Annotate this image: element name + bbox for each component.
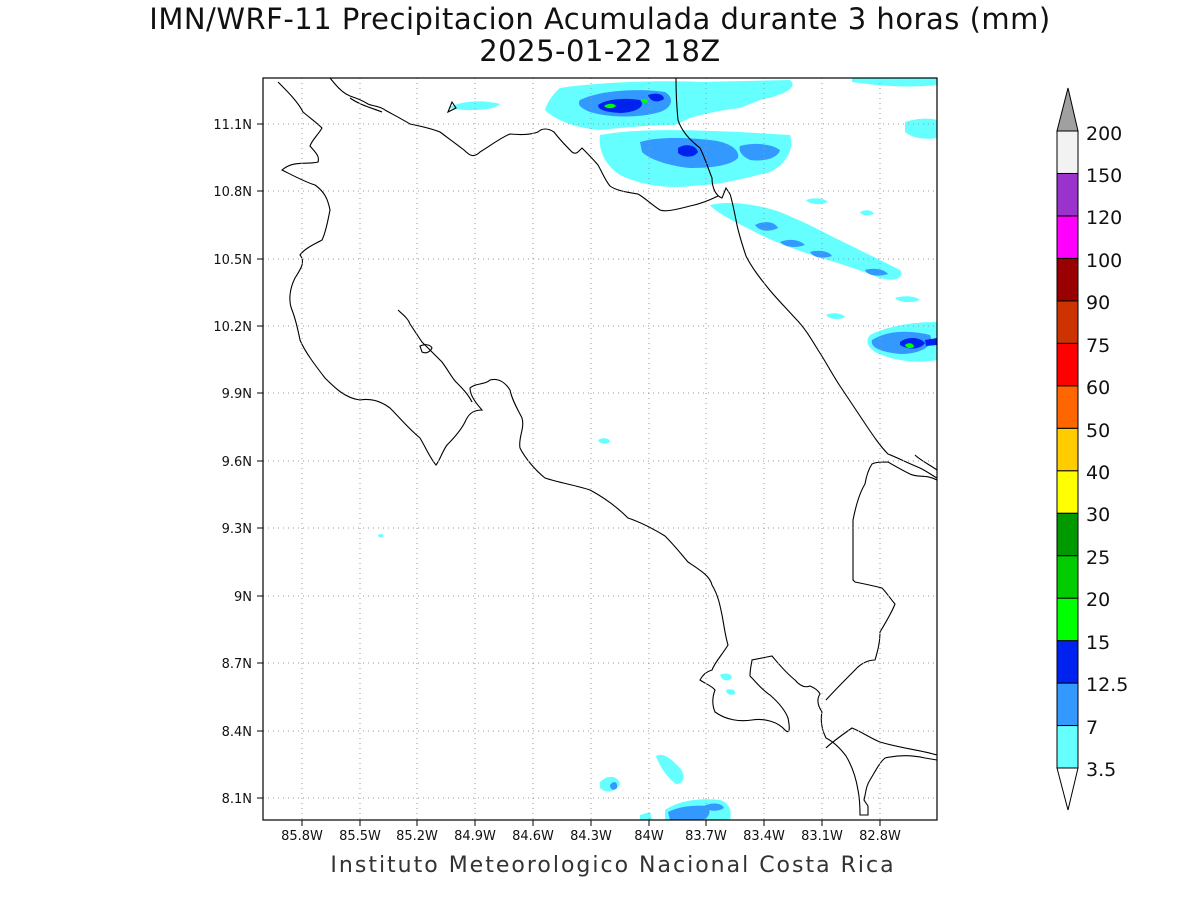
colorbar-top-arrow bbox=[1056, 87, 1079, 132]
precip-layer-15 bbox=[604, 98, 914, 349]
lat-label: 10.5N bbox=[213, 253, 252, 268]
colorbar-label: 90 bbox=[1086, 292, 1110, 314]
colorbar-label: 12.5 bbox=[1086, 674, 1128, 696]
precip-layer-12.5 bbox=[598, 93, 937, 349]
lat-label: 9.9N bbox=[222, 387, 252, 402]
colorbar-label: 3.5 bbox=[1086, 759, 1116, 781]
colorbar-label: 100 bbox=[1086, 250, 1122, 272]
colorbar-label: 120 bbox=[1086, 207, 1122, 229]
lon-tick-labels: 85.8W 85.5W 85.2W 84.9W 84.6W 84.3W 84W … bbox=[281, 829, 901, 844]
colorbar-label: 50 bbox=[1086, 420, 1110, 442]
coastlines bbox=[277, 77, 938, 816]
colorbar-label: 20 bbox=[1086, 589, 1110, 611]
lon-label: 83.4W bbox=[743, 829, 785, 844]
tick-marks bbox=[257, 123, 881, 826]
colorbar-box bbox=[1056, 470, 1079, 514]
map-frame bbox=[262, 77, 938, 821]
precip-layer-3.5 bbox=[378, 78, 937, 820]
colorbar-box bbox=[1056, 130, 1079, 174]
colorbar-box bbox=[1056, 215, 1079, 259]
lat-label: 9N bbox=[234, 590, 252, 605]
colorbar-labels: 3.5 7 12.5 15 20 25 30 40 50 60 75 90 10… bbox=[1086, 123, 1128, 781]
lon-label: 83.7W bbox=[685, 829, 727, 844]
lat-label: 9.6N bbox=[222, 455, 252, 470]
footer-credit: Instituto Meteorologico Nacional Costa R… bbox=[330, 853, 896, 878]
colorbar-boxes bbox=[1056, 130, 1079, 769]
lat-label: 8.7N bbox=[222, 657, 252, 672]
lon-label: 84W bbox=[634, 829, 664, 844]
lon-label: 84.6W bbox=[512, 829, 554, 844]
lat-label: 8.1N bbox=[222, 792, 252, 807]
colorbar-bottom-arrow bbox=[1056, 767, 1079, 811]
lat-label: 10.8N bbox=[213, 185, 252, 200]
colorbar-box bbox=[1056, 342, 1079, 387]
colorbar-label: 75 bbox=[1086, 335, 1110, 357]
colorbar-label: 25 bbox=[1086, 547, 1110, 569]
lon-label: 83.1W bbox=[801, 829, 843, 844]
map-subtitle-date: 2025-01-22 18Z bbox=[479, 34, 721, 68]
colorbar-legend: 3.5 7 12.5 15 20 25 30 40 50 60 75 90 10… bbox=[1056, 87, 1128, 811]
colorbar-box bbox=[1056, 597, 1079, 642]
colorbar-label: 60 bbox=[1086, 377, 1110, 399]
colorbar-box bbox=[1056, 427, 1079, 472]
colorbar-label: 15 bbox=[1086, 632, 1110, 654]
colorbar-label: 150 bbox=[1086, 165, 1122, 187]
colorbar-box bbox=[1056, 512, 1079, 557]
colorbar-label: 7 bbox=[1086, 717, 1098, 739]
colorbar-box bbox=[1056, 257, 1079, 302]
colorbar-box bbox=[1056, 725, 1079, 769]
colorbar-label: 200 bbox=[1086, 123, 1122, 145]
colorbar-box bbox=[1056, 172, 1079, 217]
lon-label: 82.8W bbox=[859, 829, 901, 844]
colorbar-label: 40 bbox=[1086, 462, 1110, 484]
colorbar-box bbox=[1056, 640, 1079, 684]
grid-vertical bbox=[301, 78, 881, 820]
colorbar-box bbox=[1056, 682, 1079, 727]
lon-label: 84.9W bbox=[454, 829, 496, 844]
colorbar-label: 30 bbox=[1086, 504, 1110, 526]
lon-label: 84.3W bbox=[570, 829, 612, 844]
grid-horizontal bbox=[263, 123, 937, 799]
lat-label: 11.1N bbox=[213, 118, 252, 133]
lon-label: 85.8W bbox=[281, 829, 323, 844]
lat-label: 10.2N bbox=[213, 320, 252, 335]
lat-label: 9.3N bbox=[222, 522, 252, 537]
colorbar-box bbox=[1056, 385, 1079, 429]
colorbar-box bbox=[1056, 300, 1079, 344]
colorbar-box bbox=[1056, 555, 1079, 599]
lat-tick-labels: 11.1N 10.8N 10.5N 10.2N 9.9N 9.6N 9.3N 9… bbox=[213, 118, 252, 807]
lat-label: 8.4N bbox=[222, 725, 252, 740]
map-title: IMN/WRF-11 Precipitacion Acumulada duran… bbox=[149, 2, 1051, 36]
precip-layer-7 bbox=[578, 90, 932, 820]
lon-label: 85.5W bbox=[339, 829, 381, 844]
lon-label: 85.2W bbox=[396, 829, 438, 844]
